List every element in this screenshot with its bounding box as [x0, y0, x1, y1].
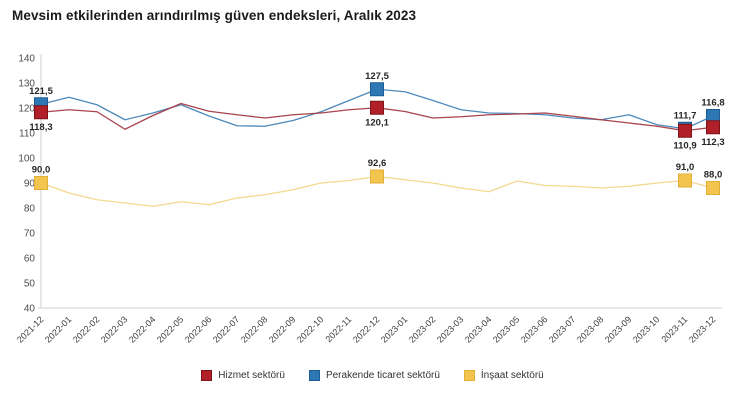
marker-2: [706, 181, 720, 195]
x-tick-label: 2023-09: [603, 314, 633, 344]
x-tick-label: 2022-10: [295, 314, 325, 344]
legend-label-perakende: Perakende ticaret sektörü: [325, 369, 440, 381]
y-tick-label: 80: [24, 204, 36, 215]
x-tick-label: 2023-04: [463, 314, 493, 344]
marker-0: [370, 100, 384, 115]
legend-item-insaat: İnşaat sektörü: [463, 369, 544, 381]
x-tick-label: 2021-12: [15, 314, 45, 344]
marker-0: [706, 120, 720, 135]
data-label: 118,3: [29, 122, 52, 133]
marker-2: [370, 169, 384, 184]
x-tick-label: 2023-03: [435, 314, 465, 344]
legend: Hizmet sektörü Perakende ticaret sektörü…: [0, 363, 745, 387]
data-label: 121,5: [29, 86, 53, 97]
marker-0: [34, 105, 48, 120]
x-tick-label: 2022-01: [43, 314, 73, 344]
legend-label-insaat: İnşaat sektörü: [480, 369, 544, 381]
data-label: 120,1: [365, 117, 389, 128]
marker-0: [678, 123, 692, 138]
x-tick-label: 2023-01: [379, 314, 409, 344]
x-tick-label: 2023-07: [547, 314, 577, 344]
marker-2: [678, 173, 692, 188]
chart-title: Mevsim etkilerinden arındırılmış güven e…: [12, 8, 417, 23]
y-tick-label: 100: [18, 154, 35, 165]
data-label: 111,7: [674, 110, 697, 121]
x-tick-label: 2023-06: [519, 314, 549, 344]
data-label: 112,3: [701, 137, 724, 148]
y-tick-label: 140: [18, 54, 35, 65]
legend-swatch-insaat: [463, 369, 475, 381]
x-tick-label: 2022-07: [211, 314, 241, 344]
y-tick-label: 130: [18, 79, 35, 90]
x-tick-label: 2022-02: [71, 314, 101, 344]
legend-item-perakende: Perakende ticaret sektörü: [308, 369, 440, 381]
data-label: 116,8: [701, 98, 724, 109]
x-tick-label: 2023-02: [407, 314, 437, 344]
marker-1: [370, 82, 384, 97]
y-tick-label: 40: [24, 304, 36, 315]
legend-label-hizmet: Hizmet sektörü: [218, 369, 285, 381]
x-tick-label: 2023-08: [575, 314, 605, 344]
legend-swatch-hizmet: [201, 369, 213, 381]
y-tick-label: 70: [24, 229, 36, 240]
x-tick-label: 2022-03: [99, 314, 129, 344]
x-tick-label: 2023-12: [687, 314, 717, 344]
x-tick-label: 2022-06: [183, 314, 213, 344]
x-tick-label: 2022-09: [267, 314, 297, 344]
x-tick-label: 2022-11: [323, 314, 353, 344]
marker-2: [34, 176, 48, 190]
data-label: 110,9: [673, 140, 696, 151]
y-tick-label: 120: [18, 104, 35, 115]
y-tick-label: 110: [19, 129, 35, 140]
y-tick-label: 50: [24, 279, 36, 290]
data-label: 91,0: [676, 162, 695, 173]
data-label: 127,5: [365, 71, 389, 82]
x-tick-label: 2022-04: [127, 314, 157, 344]
y-tick-label: 60: [24, 254, 36, 265]
x-tick-label: 2023-11: [659, 314, 689, 344]
y-tick-label: 90: [24, 179, 36, 190]
data-label: 90,0: [32, 165, 51, 176]
data-label: 88,0: [704, 170, 723, 181]
x-tick-label: 2022-12: [351, 314, 381, 344]
legend-swatch-perakende: [308, 369, 320, 381]
x-tick-label: 2022-08: [239, 314, 269, 344]
x-tick-label: 2023-05: [491, 314, 521, 344]
x-tick-label: 2023-10: [631, 314, 661, 344]
legend-item-hizmet: Hizmet sektörü: [201, 369, 285, 381]
data-label: 92,6: [368, 158, 387, 169]
x-tick-label: 2022-05: [155, 314, 185, 344]
